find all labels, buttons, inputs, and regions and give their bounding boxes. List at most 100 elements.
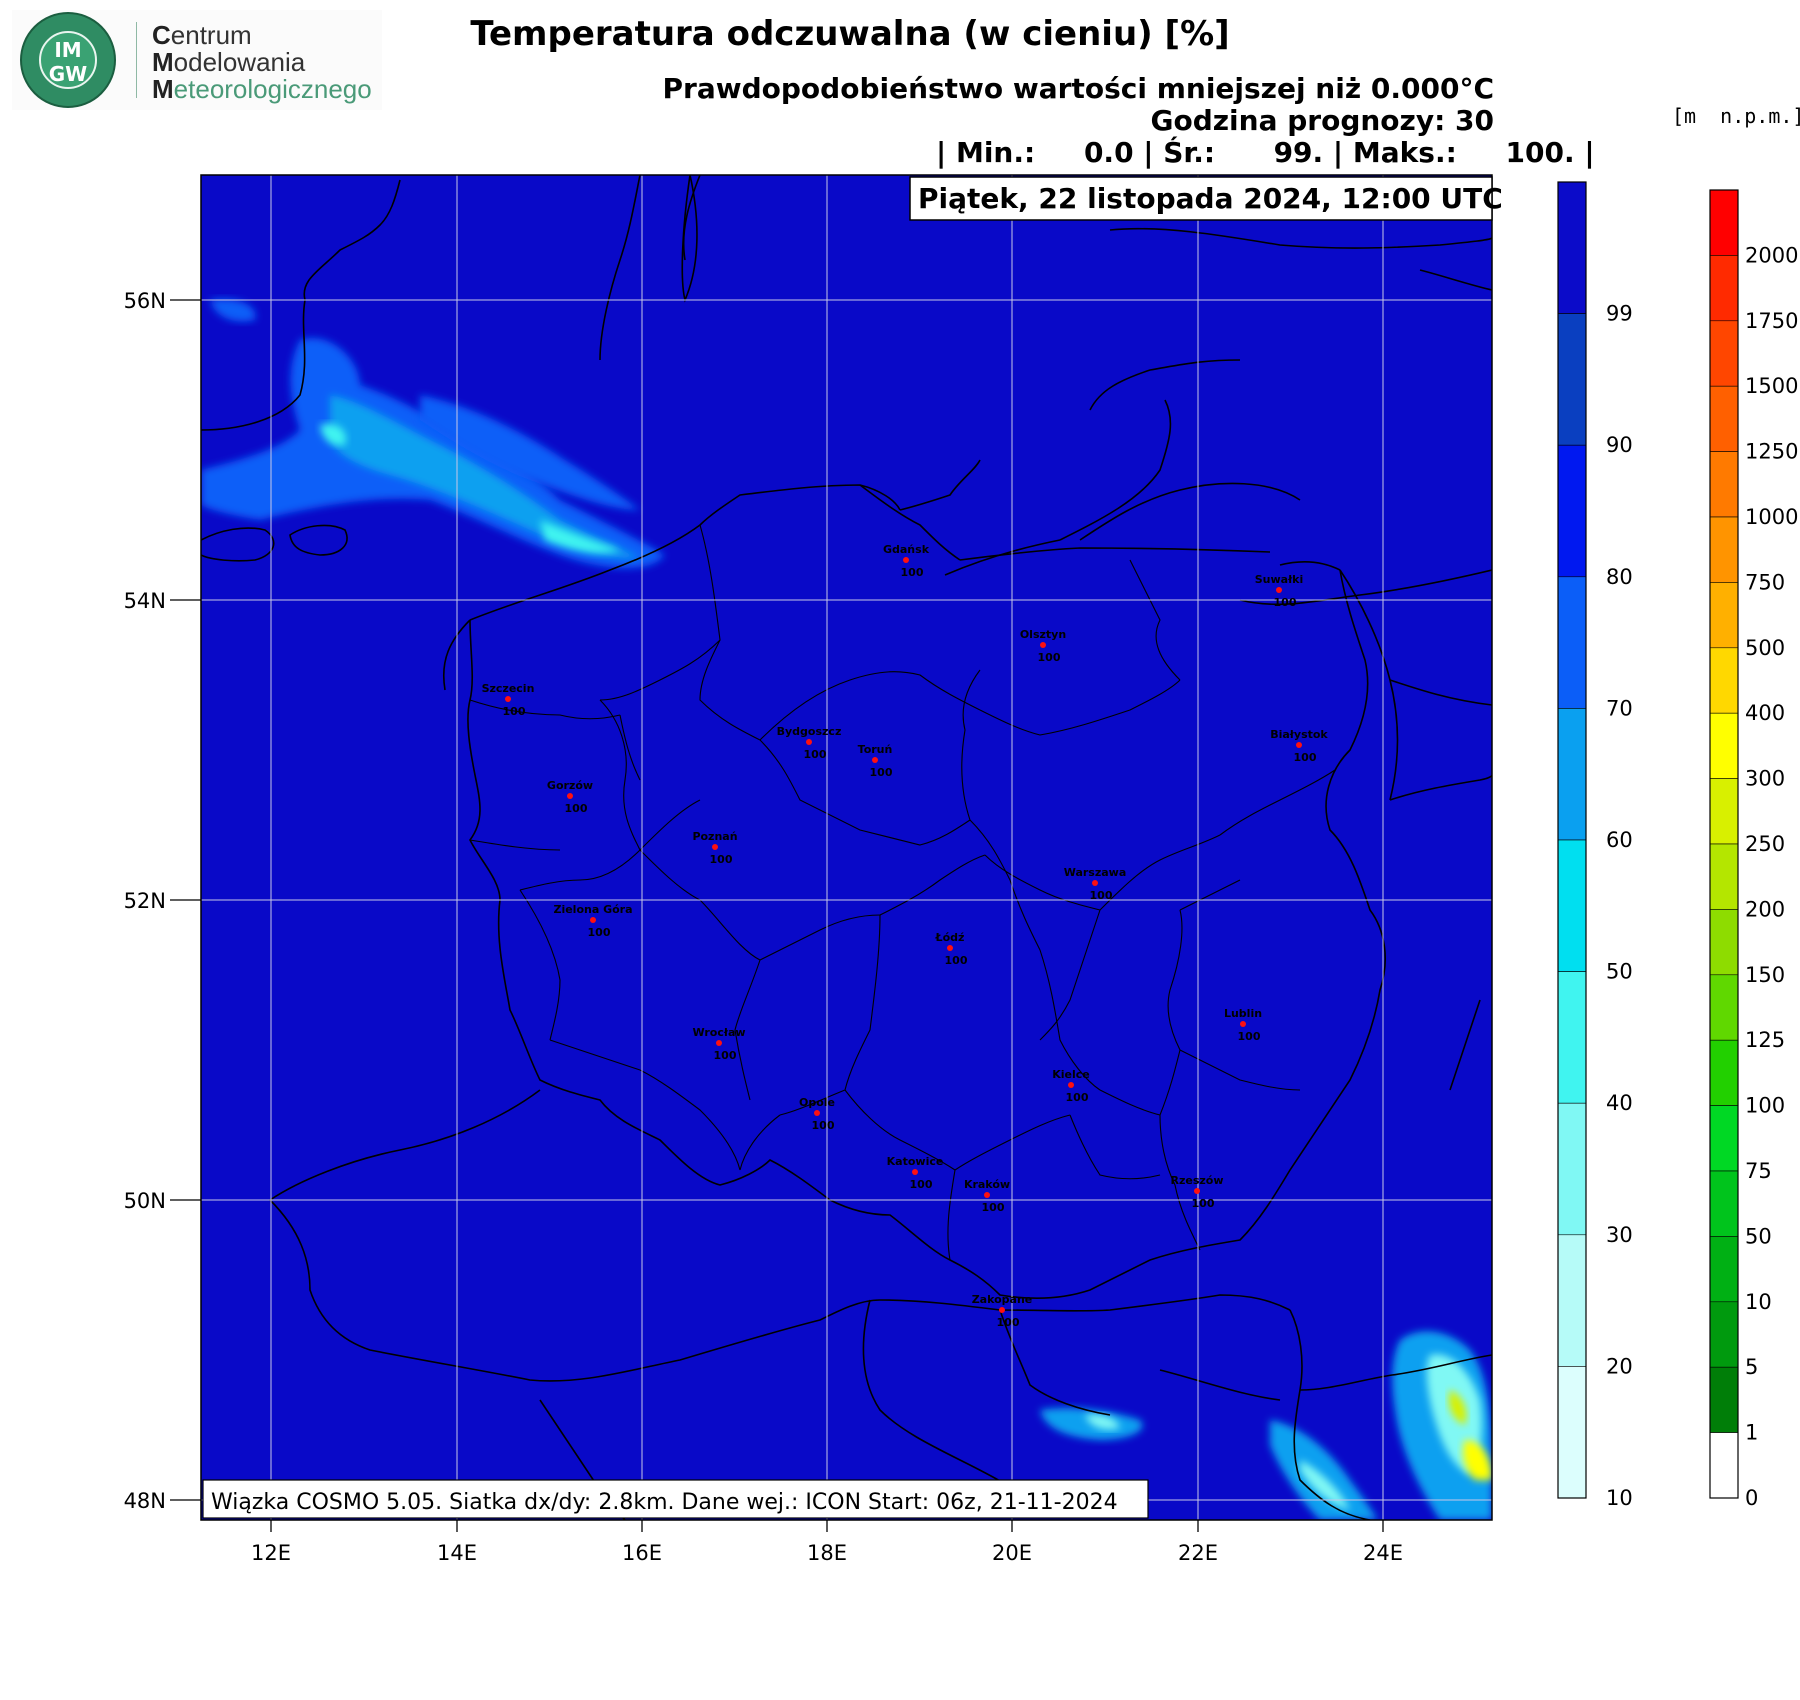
city-dot xyxy=(912,1169,918,1175)
elevation-color-segment xyxy=(1709,516,1739,583)
map-grid xyxy=(201,175,1492,1520)
city-value: 100 xyxy=(1294,751,1317,764)
probability-color-segment xyxy=(1557,1366,1587,1499)
elevation-color-segment xyxy=(1709,1366,1739,1433)
city-value: 100 xyxy=(982,1201,1005,1214)
logo-line-2: Modelowania xyxy=(152,47,306,77)
probability-patches xyxy=(201,298,1492,1520)
city-marker: Rzeszów 100 xyxy=(1170,1174,1223,1210)
city-name: Szczecin xyxy=(482,682,535,695)
city-marker: Kraków 100 xyxy=(964,1178,1010,1214)
city-name: Kielce xyxy=(1052,1068,1090,1081)
elevation-color-segment xyxy=(1709,1105,1739,1172)
elevation-colorbar-label: 75 xyxy=(1745,1159,1772,1183)
stats-line: | Min.: 0.0 | Śr.: 99. | Maks.: 100. | xyxy=(936,136,1595,169)
city-value: 100 xyxy=(1090,889,1113,902)
city-name: Wrocław xyxy=(692,1026,745,1039)
elevation-color-segment xyxy=(1709,255,1739,322)
city-dot xyxy=(1040,642,1046,648)
probability-colorbar-label: 40 xyxy=(1606,1091,1633,1115)
elevation-colorbar-frame xyxy=(1709,189,1739,1499)
logo-abbr-bottom: GW xyxy=(48,62,88,86)
city-dot xyxy=(903,557,909,563)
city-value: 100 xyxy=(1238,1030,1261,1043)
city-dot xyxy=(806,739,812,745)
elevation-color-segment xyxy=(1709,647,1739,714)
elevation-color-segment xyxy=(1709,712,1739,779)
city-value: 100 xyxy=(1192,1197,1215,1210)
elevation-colorbar-label: 150 xyxy=(1745,963,1785,987)
probability-colorbar-label: 60 xyxy=(1606,828,1633,852)
imgw-emblem: IM GW xyxy=(20,12,116,108)
city-value: 100 xyxy=(714,1049,737,1062)
city-marker: Bydgoszcz 100 xyxy=(777,725,842,761)
latitude-axis: 56N 54N 52N 50N 48N xyxy=(124,289,201,1513)
probability-colorbar: 99 90 80 70 60 50 40 30 20 10 xyxy=(1557,181,1633,1510)
city-name: Zakopane xyxy=(972,1293,1033,1306)
voivodeship-borders xyxy=(469,524,1336,1261)
elevation-color-segment xyxy=(1709,909,1739,976)
lat-tick-label: 48N xyxy=(124,1489,166,1513)
city-value: 100 xyxy=(1066,1091,1089,1104)
baltic-patch xyxy=(201,298,665,569)
logo-line-1: Centrum xyxy=(152,20,252,50)
city-marker: Olsztyn 100 xyxy=(1020,628,1066,664)
city-value: 100 xyxy=(588,926,611,939)
city-dot xyxy=(505,696,511,702)
elevation-colorbar-label: 200 xyxy=(1745,897,1785,921)
city-dot xyxy=(872,757,878,763)
elevation-color-segment xyxy=(1709,974,1739,1041)
probability-subtitle: Prawdopodobieństwo wartości mniejszej ni… xyxy=(662,72,1494,105)
city-marker: Kielce 100 xyxy=(1052,1068,1090,1104)
city-value: 100 xyxy=(710,853,733,866)
city-value: 100 xyxy=(870,766,893,779)
lon-tick-label: 22E xyxy=(1178,1541,1218,1565)
elevation-color-segment xyxy=(1709,1170,1739,1237)
lon-tick-label: 16E xyxy=(622,1541,662,1565)
probability-color-segment xyxy=(1557,181,1587,314)
city-name: Lublin xyxy=(1224,1007,1262,1020)
city-name: Bydgoszcz xyxy=(777,725,842,738)
city-dot xyxy=(984,1192,990,1198)
elevation-color-segment xyxy=(1709,843,1739,910)
logo-abbr-top: IM xyxy=(54,38,82,62)
city-dot xyxy=(1296,742,1302,748)
carpathian-patch xyxy=(1040,1331,1492,1520)
elevation-color-segment xyxy=(1709,1236,1739,1303)
city-name: Rzeszów xyxy=(1170,1174,1223,1187)
city-marker: Łódź 100 xyxy=(935,931,968,967)
probability-colorbar-label: 50 xyxy=(1606,960,1633,984)
city-marker: Warszawa 100 xyxy=(1064,866,1127,902)
city-marker: Szczecin 100 xyxy=(482,682,535,718)
city-value: 100 xyxy=(945,954,968,967)
city-name: Gdańsk xyxy=(883,543,930,556)
imgw-logo: IM GW Centrum Modelowania Meteorologiczn… xyxy=(12,10,382,110)
city-marker: Toruń 100 xyxy=(858,743,893,779)
probability-color-segment xyxy=(1557,576,1587,709)
elevation-units-label: [m n.p.m.] xyxy=(1672,104,1800,128)
city-name: Warszawa xyxy=(1064,866,1127,879)
city-name: Suwałki xyxy=(1255,573,1304,586)
probability-color-segment xyxy=(1557,313,1587,446)
city-dot xyxy=(947,945,953,951)
map-frame xyxy=(200,174,1493,1521)
city-name: Toruń xyxy=(858,743,893,756)
elevation-colorbar-label: 50 xyxy=(1745,1224,1772,1248)
probability-colorbar-label: 99 xyxy=(1606,302,1633,326)
elevation-colorbar-label: 1000 xyxy=(1745,505,1798,529)
city-value: 100 xyxy=(804,748,827,761)
city-dot xyxy=(999,1307,1005,1313)
date-box: Piątek, 22 listopada 2024, 12:00 UTC xyxy=(909,176,1503,221)
elevation-color-segment xyxy=(1709,385,1739,452)
elevation-colorbar: 2000175015001250100075050040030025020015… xyxy=(1709,189,1798,1510)
forecast-date: Piątek, 22 listopada 2024, 12:00 UTC xyxy=(918,182,1503,215)
lon-tick-label: 24E xyxy=(1363,1541,1403,1565)
probability-color-segment xyxy=(1557,839,1587,972)
logo-line-3: Meteorologicznego xyxy=(152,74,372,104)
lat-tick-label: 54N xyxy=(124,589,166,613)
elevation-colorbar-label: 250 xyxy=(1745,832,1785,856)
forecast-hour: Godzina prognozy: 30 xyxy=(1150,104,1495,137)
city-dot xyxy=(716,1040,722,1046)
city-name: Zielona Góra xyxy=(553,903,632,916)
elevation-color-segment xyxy=(1709,1039,1739,1106)
